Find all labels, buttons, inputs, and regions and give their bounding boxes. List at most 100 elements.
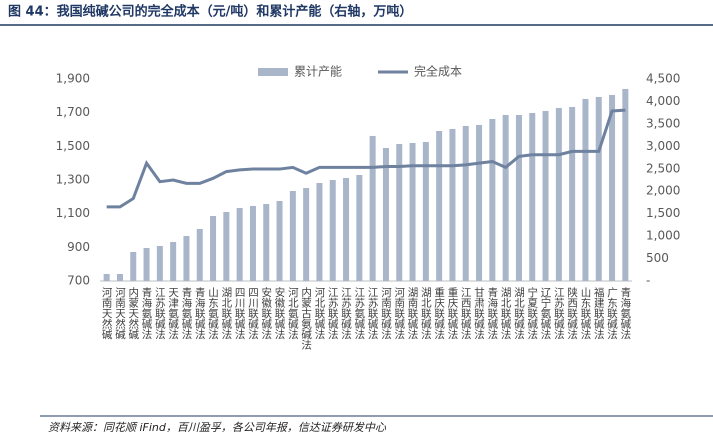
x-tick-label: 宁夏联碱法 <box>526 286 538 340</box>
x-tick-label: 湖北联碱法 <box>420 287 432 340</box>
bar <box>595 97 602 281</box>
y2-tick-label: 1,500 <box>646 206 680 220</box>
y-tick-label: 1,900 <box>56 72 90 86</box>
y2-tick-label: 2,500 <box>646 161 680 175</box>
bar <box>143 248 150 281</box>
bar <box>422 141 429 281</box>
x-tick-label: 青海氨碱法 <box>619 286 631 340</box>
bar <box>542 110 549 281</box>
bar <box>582 98 589 281</box>
x-tick-label: 天津氨碱法 <box>167 287 179 340</box>
bar <box>476 124 483 282</box>
y2-tick-label: 500 <box>646 251 669 265</box>
bar <box>196 228 203 281</box>
x-tick-label: 辽宁氨碱法 <box>540 287 552 340</box>
bar <box>223 212 230 281</box>
bar <box>436 130 443 281</box>
chart-title: 图 44：我国纯碱公司的完全成本（元/吨）和累计产能（右轴，万吨） <box>8 4 412 20</box>
bar <box>356 174 363 281</box>
legend-label: 完全成本 <box>414 64 462 79</box>
x-tick-label: 湖北联碱法 <box>220 287 232 340</box>
x-tick-label: 安徽联碱法 <box>260 286 272 340</box>
x-tick-label: 江苏联碱法 <box>553 287 565 340</box>
bar <box>609 94 616 282</box>
bar <box>489 118 496 281</box>
x-tick-label: 重庆联碱法 <box>446 286 458 340</box>
bar <box>396 143 403 281</box>
x-tick-label: 江苏联碱法 <box>154 287 166 340</box>
x-tick-label: 江苏联碱法 <box>340 287 352 340</box>
bar <box>462 125 469 282</box>
bar <box>529 112 536 281</box>
x-tick-label: 湖南联碱法 <box>407 287 419 340</box>
x-tick-label: 重庆联碱法 <box>433 286 445 340</box>
bar <box>329 180 336 281</box>
bar <box>369 135 376 281</box>
bar <box>409 142 416 281</box>
source-note: 资料来源：同花顺 iFind，百川盈孚，各公司年报，信达证券研发中心 <box>48 421 387 434</box>
x-tick-label: 河南天然碱 <box>101 287 113 340</box>
x-tick-label: 江苏联碱法 <box>327 287 339 340</box>
x-tick-label: 福建联碱法 <box>593 286 605 340</box>
y2-tick-label: 2,000 <box>646 184 680 198</box>
bar <box>316 183 323 281</box>
legend-label: 累计产能 <box>294 65 342 79</box>
bar <box>276 201 283 281</box>
x-tick-label: 江苏氨碱法 <box>353 287 365 340</box>
y2-tick-label: 4,000 <box>646 94 680 108</box>
x-tick-label: 湖北联碱法 <box>500 287 512 340</box>
y-tick-label: 1,700 <box>56 105 90 119</box>
bar <box>569 106 576 281</box>
x-tick-label: 青海联碱法 <box>194 286 206 340</box>
y2-tick-label: 3,500 <box>646 116 680 130</box>
x-tick-label: 四川联碱法 <box>234 287 246 340</box>
y2-tick-label: 4,500 <box>646 72 680 86</box>
bar <box>116 273 123 281</box>
x-tick-label: 湖北联碱法 <box>513 287 525 340</box>
y-tick-label: 1,500 <box>56 139 90 153</box>
x-tick-label: 陕西联碱法 <box>566 286 578 340</box>
x-tick-label: 安徽联碱法 <box>274 286 286 340</box>
bar <box>449 128 456 281</box>
x-tick-label: 河南联碱法 <box>393 287 405 340</box>
x-tick-label: 青海联碱法 <box>486 286 498 340</box>
bar <box>303 187 310 281</box>
x-tick-label: 内蒙天然碱 <box>127 286 139 340</box>
x-tick-label: 四川联碱法 <box>247 287 259 340</box>
bar <box>249 205 256 281</box>
x-tick-label: 甘肃联碱法 <box>473 286 485 340</box>
bar <box>130 252 137 281</box>
bar <box>343 177 350 281</box>
bar <box>170 241 177 281</box>
bar <box>515 115 522 281</box>
bar <box>382 147 389 281</box>
bar <box>103 273 110 281</box>
y-tick-label: 900 <box>67 240 90 254</box>
line <box>106 108 626 209</box>
x-tick-label: 山东联碱法 <box>579 287 591 340</box>
x-tick-label: 河南天然碱 <box>114 287 126 340</box>
bar <box>555 107 562 281</box>
bar <box>289 190 296 281</box>
y2-tick-label: 3,000 <box>646 139 680 153</box>
bar <box>236 208 243 281</box>
bar <box>183 235 190 281</box>
legend-swatch <box>258 68 288 76</box>
x-tick-label: 河北联碱法 <box>313 287 325 340</box>
y-tick-label: 1,100 <box>56 206 90 220</box>
bar <box>502 115 509 281</box>
bar <box>622 88 629 281</box>
x-tick-label: 青海氨碱法 <box>141 286 153 340</box>
x-tick-label: 江西联碱法 <box>460 287 472 340</box>
y-tick-label: 1,300 <box>56 173 90 187</box>
bar <box>210 216 217 281</box>
x-tick-label: 内蒙古氨碱法 <box>300 286 312 351</box>
bar <box>263 203 270 281</box>
bar <box>156 245 163 281</box>
x-tick-label: 山东氨碱法 <box>207 287 219 340</box>
y2-tick-label: 1,000 <box>646 229 680 243</box>
x-tick-label: 河南联碱法 <box>380 287 392 340</box>
y2-tick-label: - <box>646 274 650 288</box>
x-tick-label: 江苏联碱法 <box>367 287 379 340</box>
